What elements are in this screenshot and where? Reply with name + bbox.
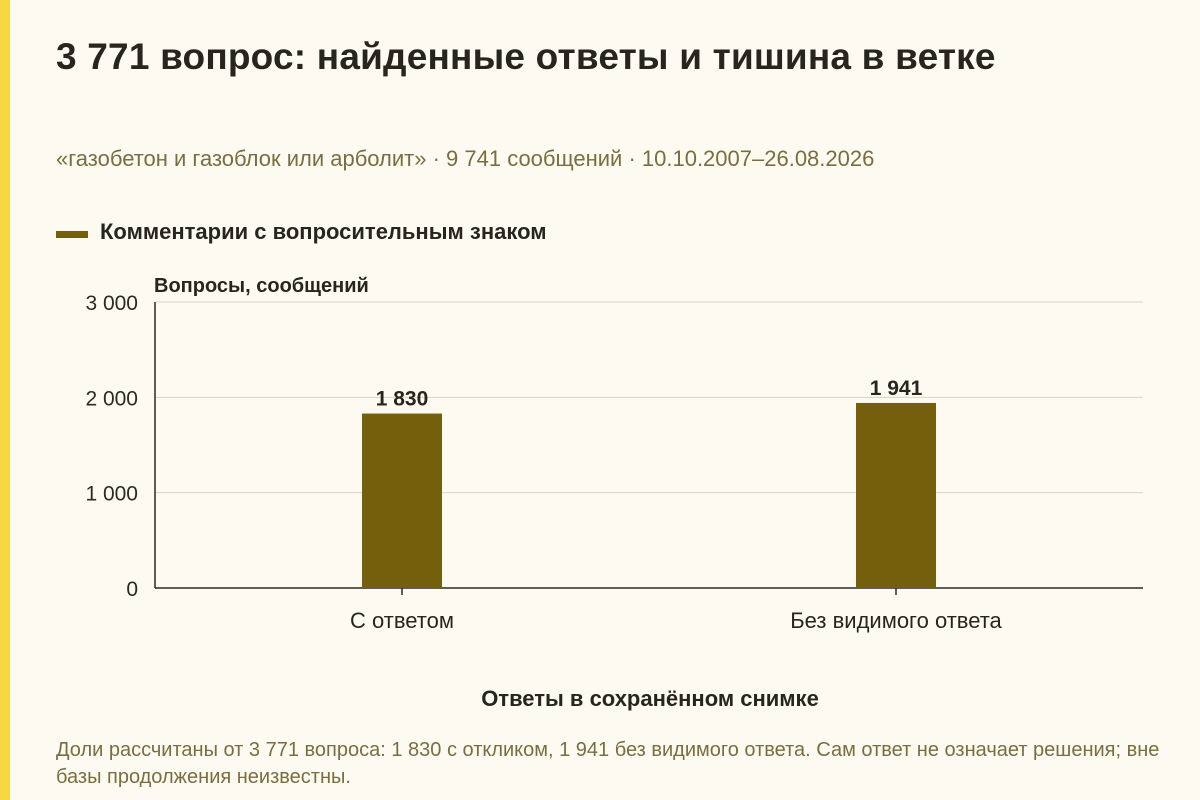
accent-stripe (0, 0, 10, 800)
bar (362, 413, 442, 588)
y-tick-label: 2 000 (85, 387, 138, 410)
y-tick-label: 3 000 (85, 292, 138, 315)
y-axis-title: Вопросы, сообщений (154, 275, 369, 297)
x-tick-label: С ответом (350, 608, 454, 633)
bar (856, 402, 936, 588)
y-tick-label: 1 000 (85, 483, 138, 506)
x-axis-title: Ответы в сохранённом снимке (481, 686, 819, 711)
bar-chart: Вопросы, сообщений 0 1 000 2 000 3 000 1 830… (85, 275, 1143, 633)
legend: Комментарии с вопросительным знаком (56, 219, 547, 245)
data-label: 1 830 (376, 388, 429, 411)
footnote: Доли рассчитаны от 3 771 вопроса: 1 830 … (56, 739, 1160, 788)
chart-title: 3 771 вопрос: найденные ответы и тишина … (56, 36, 996, 77)
y-tick-label: 0 (126, 578, 138, 601)
chart-subtitle: «газобетон и газоблок или арболит» · 9 7… (56, 146, 875, 171)
x-tick-label: Без видимого ответа (790, 608, 1002, 633)
data-label: 1 941 (870, 377, 923, 400)
legend-swatch (56, 230, 88, 238)
legend-label: Комментарии с вопросительным знаком (100, 219, 547, 244)
